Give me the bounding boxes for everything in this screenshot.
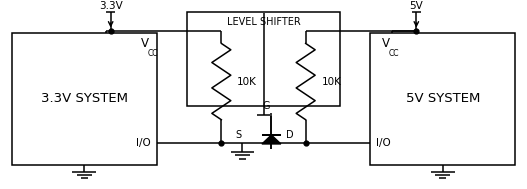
Text: V: V: [141, 37, 149, 50]
Text: 5V: 5V: [409, 1, 423, 11]
Text: I/O: I/O: [376, 138, 391, 148]
Text: 5V SYSTEM: 5V SYSTEM: [406, 92, 480, 105]
Text: LEVEL SHIFTER: LEVEL SHIFTER: [227, 17, 300, 27]
Text: CC: CC: [389, 49, 399, 58]
Text: CC: CC: [148, 49, 158, 58]
Bar: [187, 12, 340, 106]
Text: G: G: [263, 101, 270, 111]
Text: 10K: 10K: [321, 77, 341, 87]
Text: 3.3V: 3.3V: [99, 1, 123, 11]
Text: V: V: [382, 37, 391, 50]
Text: 10K: 10K: [237, 77, 257, 87]
Bar: [12, 33, 157, 165]
Text: 3.3V SYSTEM: 3.3V SYSTEM: [41, 92, 128, 105]
Text: S: S: [235, 130, 241, 140]
Bar: [370, 33, 515, 165]
Text: I/O: I/O: [136, 138, 151, 148]
Polygon shape: [262, 135, 281, 144]
Text: D: D: [286, 130, 294, 140]
